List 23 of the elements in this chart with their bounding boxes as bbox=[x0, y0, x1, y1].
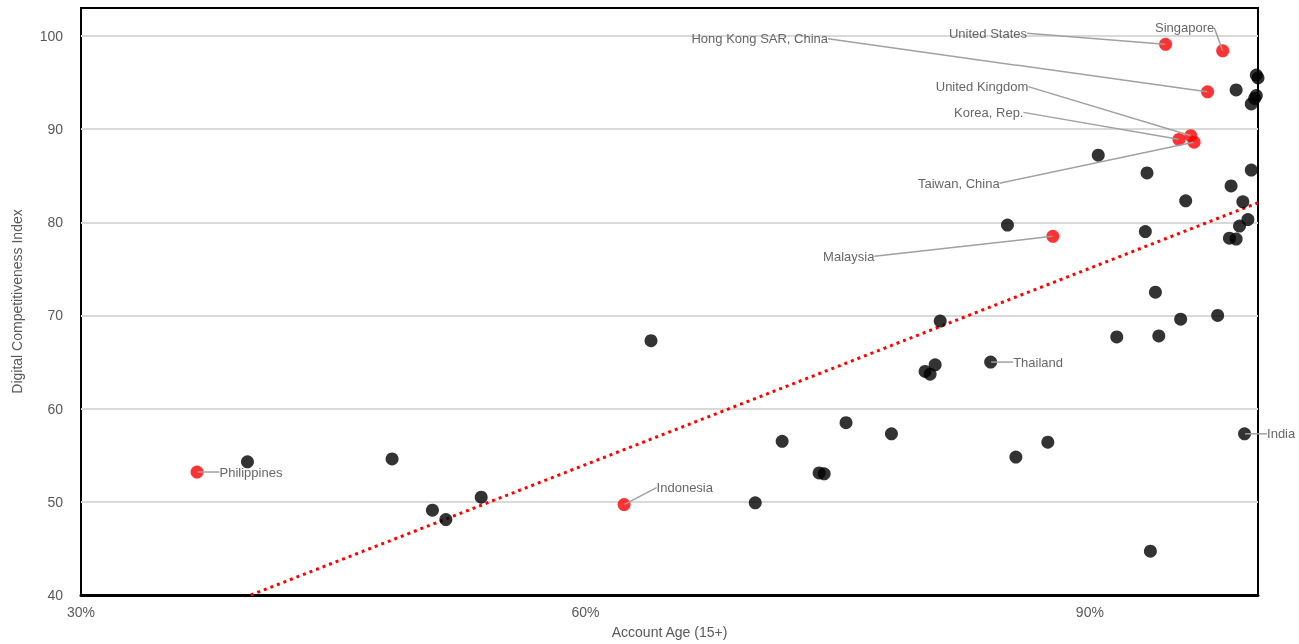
annotation: Korea, Rep. bbox=[954, 104, 1024, 120]
y-tick-label: 50 bbox=[47, 493, 64, 510]
annotation: United Kingdom bbox=[935, 79, 1029, 95]
y-tick-label: 80 bbox=[47, 214, 64, 231]
x-tick-label: 90% bbox=[1075, 604, 1104, 620]
y-axis-title: Digital Competitiveness Index bbox=[9, 209, 25, 394]
y-tick-label: 60 bbox=[47, 400, 64, 417]
x-tick-label: 60% bbox=[571, 604, 600, 620]
annotation: India bbox=[1267, 426, 1297, 442]
x-tick-label: 30% bbox=[66, 604, 96, 620]
annotation: Taiwan, China bbox=[917, 175, 1001, 191]
annotation: Indonesia bbox=[656, 480, 714, 496]
x-axis-title: Account Age (15+) bbox=[611, 624, 728, 640]
y-tick-label: 70 bbox=[47, 307, 64, 324]
annotation: Philippines bbox=[219, 464, 283, 480]
y-tick-label: 40 bbox=[47, 587, 64, 603]
y-tick-label: 90 bbox=[47, 121, 64, 138]
annotation: Malaysia bbox=[823, 248, 876, 264]
y-tick-label: 100 bbox=[39, 27, 64, 44]
annotation: Singapore bbox=[1155, 20, 1215, 36]
annotation: Thailand bbox=[1013, 354, 1064, 370]
annotation: Hong Kong SAR, China bbox=[691, 31, 829, 47]
annotation: United States bbox=[948, 25, 1028, 41]
